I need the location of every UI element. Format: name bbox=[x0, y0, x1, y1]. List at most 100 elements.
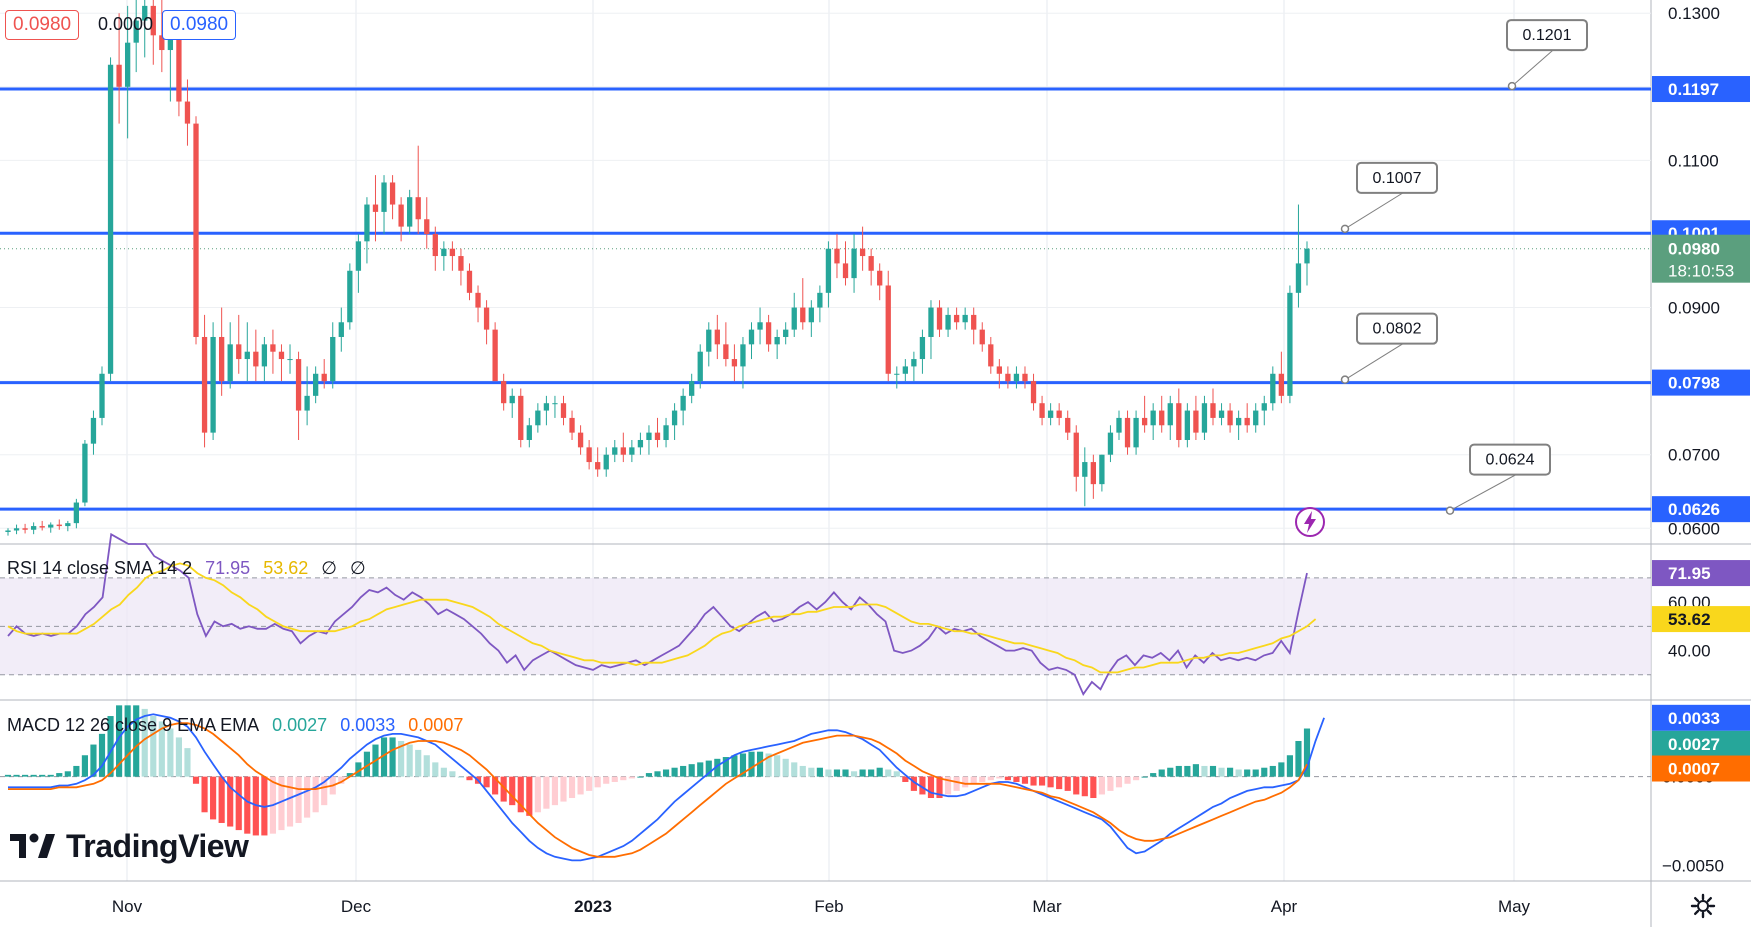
candle bbox=[82, 439, 88, 507]
macd-histogram-bar bbox=[1192, 764, 1199, 777]
candle-body bbox=[475, 292, 481, 308]
candle bbox=[1082, 447, 1088, 507]
open-price-badge: 0.0980 bbox=[5, 10, 80, 40]
candle-body bbox=[167, 35, 174, 51]
candle bbox=[355, 233, 362, 293]
candle-body bbox=[595, 462, 601, 470]
candle-body bbox=[1253, 410, 1259, 426]
candle-body bbox=[1082, 462, 1088, 477]
macd-histogram-bar bbox=[64, 771, 71, 777]
candle bbox=[979, 322, 985, 352]
macd-histogram-bar bbox=[680, 765, 687, 777]
macd-histogram-bar bbox=[235, 776, 242, 831]
macd-histogram-bar bbox=[850, 771, 858, 777]
macd-signal-tag-bg bbox=[1652, 755, 1750, 782]
candle bbox=[372, 175, 379, 242]
candle bbox=[347, 263, 353, 330]
macd-histogram-bar bbox=[1133, 776, 1140, 781]
macd-histogram-bar bbox=[295, 776, 302, 823]
candle bbox=[227, 322, 233, 389]
macd-histogram-bar bbox=[560, 776, 567, 802]
macd-histogram-bar bbox=[1098, 776, 1105, 795]
macd-histogram-bar bbox=[22, 774, 29, 777]
candle bbox=[612, 439, 618, 463]
price-callout[interactable]: 0.0802 bbox=[1340, 312, 1438, 384]
callout-pointer bbox=[1344, 343, 1404, 381]
price-pane[interactable]: 0.1201 0.1007 0.0802 0.0624 bbox=[0, 0, 1651, 536]
candle bbox=[1022, 366, 1028, 389]
price-callout[interactable]: 0.1201 bbox=[1506, 19, 1588, 91]
macd-histogram-bar bbox=[902, 776, 909, 782]
candle bbox=[603, 447, 609, 477]
tradingview-wordmark: TradingView bbox=[66, 828, 249, 864]
candle bbox=[449, 241, 456, 271]
candle bbox=[637, 432, 644, 455]
candle bbox=[65, 520, 71, 532]
candle-body bbox=[1073, 432, 1079, 477]
candle bbox=[586, 439, 592, 470]
callout-pointer bbox=[1344, 192, 1404, 230]
candle-body bbox=[261, 344, 268, 367]
candle-body bbox=[389, 182, 396, 205]
price-callout[interactable]: 0.1007 bbox=[1340, 161, 1438, 234]
callout-anchor bbox=[1445, 506, 1455, 515]
rsi-pane[interactable] bbox=[0, 532, 1651, 697]
candle bbox=[133, 0, 139, 73]
candle bbox=[466, 263, 473, 301]
candle-body bbox=[894, 373, 900, 375]
rsi-sma-tag-text: 53.62 bbox=[1668, 610, 1711, 629]
candle-body bbox=[82, 443, 88, 503]
candle-body bbox=[928, 307, 934, 337]
candle-body bbox=[364, 204, 370, 242]
candle bbox=[936, 300, 943, 337]
macd-histogram-bar bbox=[876, 767, 883, 777]
candle-body bbox=[1295, 263, 1302, 293]
candle-body bbox=[953, 314, 960, 323]
candle bbox=[1253, 403, 1259, 433]
candle bbox=[996, 359, 1002, 389]
candle bbox=[270, 329, 276, 374]
candle bbox=[714, 314, 720, 360]
candle-body bbox=[740, 344, 746, 367]
macd-histogram-bar bbox=[1141, 776, 1148, 778]
price-callout[interactable]: 0.0624 bbox=[1445, 443, 1551, 515]
macd-pane[interactable] bbox=[0, 705, 1651, 862]
macd-histogram-bar bbox=[509, 776, 516, 806]
candle-body bbox=[65, 523, 71, 527]
candle-body bbox=[689, 381, 695, 396]
candle-body bbox=[330, 336, 336, 382]
candle-body bbox=[48, 524, 54, 528]
candle bbox=[577, 425, 584, 455]
candle bbox=[73, 498, 80, 529]
macd-legend-hist: 0.0027 bbox=[272, 715, 328, 735]
candle bbox=[184, 79, 191, 146]
macd-histogram-bar bbox=[526, 776, 533, 816]
candle-body bbox=[1005, 373, 1011, 382]
candle bbox=[159, 0, 165, 73]
candle bbox=[800, 278, 806, 330]
candle bbox=[731, 344, 738, 382]
callout-label: 0.0624 bbox=[1486, 452, 1535, 469]
candle bbox=[783, 322, 789, 345]
macd-histogram-bar bbox=[1090, 776, 1097, 799]
candle-body bbox=[347, 270, 353, 323]
macd-histogram-bar bbox=[81, 755, 88, 777]
candle-body bbox=[73, 502, 80, 524]
macd-histogram-bar bbox=[996, 776, 1003, 779]
candle bbox=[765, 314, 772, 352]
tradingview-mark-icon bbox=[10, 833, 55, 858]
candle bbox=[1090, 454, 1096, 499]
candle-body bbox=[979, 329, 985, 345]
gear-icon[interactable] bbox=[1690, 893, 1716, 919]
candle bbox=[1047, 403, 1054, 426]
candle-body bbox=[543, 403, 550, 411]
lightning-alert-icon[interactable] bbox=[1294, 506, 1326, 538]
macd-histogram-bar bbox=[1081, 776, 1088, 797]
candle-body bbox=[945, 314, 951, 330]
callout-label: 0.1007 bbox=[1373, 170, 1422, 187]
macd-histogram-bar bbox=[492, 776, 499, 795]
candle bbox=[791, 292, 797, 337]
macd-histogram-bar bbox=[765, 753, 772, 777]
macd-hist-tag: 0.0027 bbox=[1652, 730, 1750, 757]
